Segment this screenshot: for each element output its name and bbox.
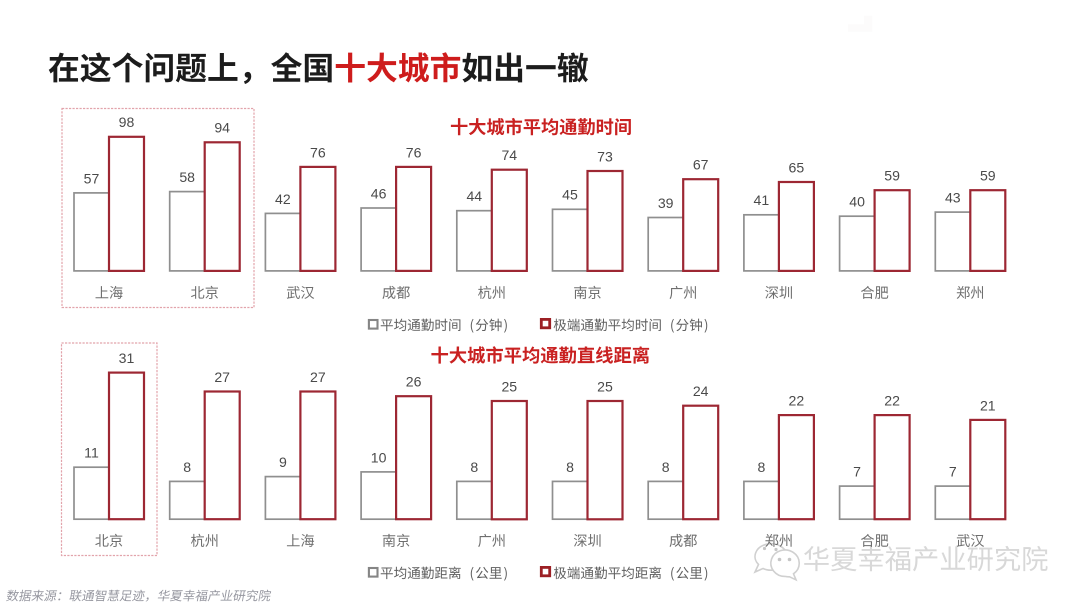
svg-text:73: 73 xyxy=(597,148,613,164)
svg-text:22: 22 xyxy=(884,393,900,409)
svg-text:45: 45 xyxy=(562,187,578,203)
svg-text:59: 59 xyxy=(884,168,900,184)
svg-text:7: 7 xyxy=(949,464,957,480)
svg-text:74: 74 xyxy=(501,147,517,163)
svg-text:22: 22 xyxy=(789,393,805,409)
svg-text:76: 76 xyxy=(406,144,422,160)
svg-text:8: 8 xyxy=(566,459,574,475)
svg-text:7: 7 xyxy=(853,464,861,480)
svg-text:26: 26 xyxy=(406,374,422,390)
svg-text:9: 9 xyxy=(279,454,287,470)
svg-text:8: 8 xyxy=(757,459,765,475)
svg-text:40: 40 xyxy=(849,194,865,210)
svg-text:8: 8 xyxy=(183,459,191,475)
svg-text:44: 44 xyxy=(466,188,482,204)
svg-text:42: 42 xyxy=(275,191,291,207)
svg-text:8: 8 xyxy=(470,459,478,475)
svg-text:76: 76 xyxy=(310,144,326,160)
svg-text:58: 58 xyxy=(179,169,195,185)
svg-text:41: 41 xyxy=(754,192,770,208)
svg-text:25: 25 xyxy=(597,378,613,394)
svg-text:25: 25 xyxy=(501,378,517,394)
svg-text:39: 39 xyxy=(658,195,674,211)
svg-text:10: 10 xyxy=(371,449,387,465)
svg-text:31: 31 xyxy=(119,350,135,366)
svg-text:65: 65 xyxy=(789,159,805,175)
svg-text:94: 94 xyxy=(214,120,230,136)
svg-text:21: 21 xyxy=(980,397,996,413)
svg-text:8: 8 xyxy=(662,459,670,475)
svg-text:11: 11 xyxy=(84,445,99,461)
svg-text:46: 46 xyxy=(371,185,387,201)
svg-text:67: 67 xyxy=(693,157,709,173)
svg-text:27: 27 xyxy=(310,369,326,385)
svg-text:24: 24 xyxy=(693,383,709,399)
svg-text:57: 57 xyxy=(84,170,100,186)
svg-text:27: 27 xyxy=(214,369,230,385)
svg-text:98: 98 xyxy=(119,114,135,130)
svg-text:59: 59 xyxy=(980,168,996,184)
svg-text:43: 43 xyxy=(945,190,961,206)
